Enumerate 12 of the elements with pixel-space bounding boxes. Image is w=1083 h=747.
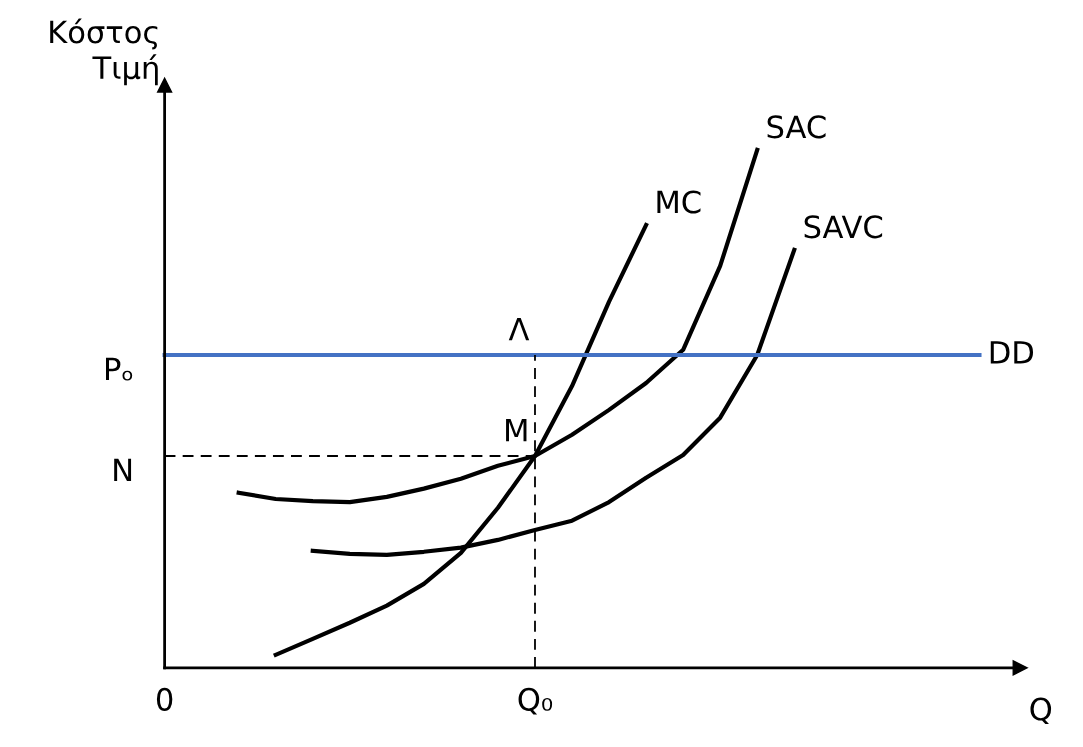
text: Pₒ bbox=[106, 357, 133, 381]
series-label: MC bbox=[657, 190, 701, 214]
annotation: M bbox=[506, 419, 527, 442]
x-tick-label: Q₀ bbox=[518, 687, 553, 715]
text: N bbox=[114, 458, 132, 482]
x-axis-title: Q bbox=[1030, 697, 1052, 725]
series-label: SAVC bbox=[804, 215, 883, 239]
series-label: SAC bbox=[767, 115, 826, 139]
y-axis-title: Κόστος Τιμή bbox=[50, 18, 158, 86]
annotation: Λ bbox=[508, 318, 530, 341]
x-tick-label: 0 bbox=[156, 687, 173, 711]
series-label: DD bbox=[990, 341, 1034, 364]
